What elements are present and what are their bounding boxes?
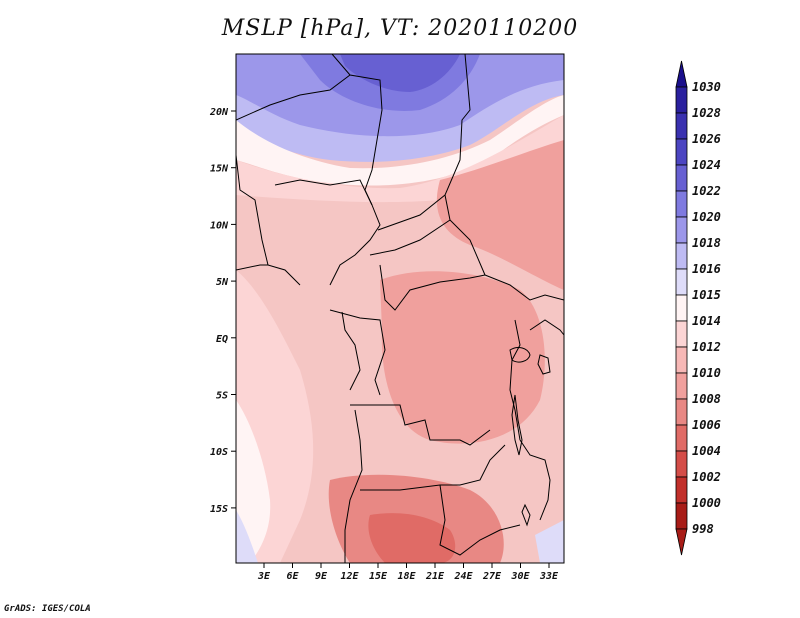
colorbar-segment bbox=[675, 164, 688, 192]
colorbar-label: 1026 bbox=[692, 132, 721, 146]
lon-tick-label: 15E bbox=[369, 571, 388, 582]
country-borders bbox=[236, 54, 564, 563]
colorbar-segment bbox=[675, 502, 688, 530]
lon-tick-label: 3E bbox=[257, 571, 271, 582]
lat-tick-label: 10N bbox=[210, 220, 229, 231]
colorbar-label: 1022 bbox=[692, 184, 721, 198]
colorbar-label: 1012 bbox=[692, 340, 721, 354]
lon-tick-label: 33E bbox=[539, 571, 559, 582]
colorbar-segment bbox=[675, 450, 688, 478]
lon-tick-label: 9E bbox=[315, 571, 328, 582]
lat-tick-label: 15S bbox=[210, 504, 228, 515]
latitude-axis: 20N 15N 10N 5N EQ 5S 10S 15S bbox=[209, 107, 236, 515]
colorbar-label: 1004 bbox=[692, 444, 721, 458]
map-frame bbox=[235, 53, 565, 564]
colorbar-top-arrow bbox=[675, 60, 688, 88]
colorbar-bottom-arrow bbox=[675, 528, 688, 556]
map-title: MSLP [hPa], VT: 2020110200 bbox=[221, 16, 579, 41]
lon-tick-label: 21E bbox=[425, 571, 445, 582]
lat-tick-label: 10S bbox=[210, 447, 228, 458]
colorbar-segment bbox=[675, 372, 688, 400]
lakes bbox=[509, 347, 551, 527]
lat-tick-label: 5S bbox=[216, 391, 228, 402]
lon-tick-label: 24E bbox=[453, 571, 473, 582]
colorbar-segment bbox=[675, 86, 688, 114]
colorbar-segment bbox=[675, 294, 688, 322]
colorbar-segment bbox=[675, 138, 688, 166]
lat-tick-label: 15N bbox=[210, 164, 229, 175]
colorbar-label: 1010 bbox=[692, 366, 721, 380]
colorbar-segment bbox=[675, 346, 688, 374]
lat-tick-label: 5N bbox=[216, 277, 229, 288]
colorbar-label: 1020 bbox=[692, 210, 721, 224]
colorbar-label: 1000 bbox=[692, 496, 721, 510]
colorbar-segment bbox=[675, 190, 688, 218]
colorbar-segment bbox=[675, 112, 688, 140]
colorbar-label: 1002 bbox=[692, 470, 721, 484]
colorbar-label: 1030 bbox=[692, 80, 721, 94]
lon-tick-label: 27E bbox=[482, 571, 502, 582]
colorbar-label: 1028 bbox=[692, 106, 721, 120]
colorbar-segment bbox=[675, 476, 688, 504]
colorbar-label: 1024 bbox=[692, 158, 721, 172]
lat-tick-label: EQ bbox=[216, 334, 228, 345]
colorbar-segment bbox=[675, 320, 688, 348]
colorbar-label: 1008 bbox=[692, 392, 721, 406]
lon-tick-label: 12E bbox=[340, 571, 359, 582]
longitude-axis: 3E 6E 9E 12E 15E 18E 21E 24E 27E 30E 33E bbox=[257, 563, 559, 582]
lon-tick-label: 6E bbox=[286, 571, 299, 582]
colorbar-segment bbox=[675, 268, 688, 296]
colorbar-segment bbox=[675, 424, 688, 452]
lat-tick-label: 20N bbox=[209, 107, 229, 118]
colorbar-label: 1014 bbox=[692, 314, 721, 328]
colorbar-label: 1018 bbox=[692, 236, 721, 250]
lon-tick-label: 18E bbox=[397, 571, 416, 582]
colorbar-segment bbox=[675, 216, 688, 244]
colorbar-segment bbox=[675, 398, 688, 426]
colorbar-label: 998 bbox=[692, 522, 714, 536]
congo-low-zone bbox=[380, 271, 545, 444]
colorbar-label: 1015 bbox=[692, 288, 721, 302]
colorbar-label: 1006 bbox=[692, 418, 721, 432]
colorbar-label: 1016 bbox=[692, 262, 721, 276]
colorbar-segment bbox=[675, 242, 688, 270]
colorbar-legend: 1030 1028 1026 1024 1022 1020 1018 1016 1015 1014… bbox=[675, 60, 721, 556]
mslp-field bbox=[236, 54, 564, 563]
lon-tick-label: 30E bbox=[510, 571, 530, 582]
grads-credit: GrADS: IGES/COLA bbox=[4, 604, 91, 614]
